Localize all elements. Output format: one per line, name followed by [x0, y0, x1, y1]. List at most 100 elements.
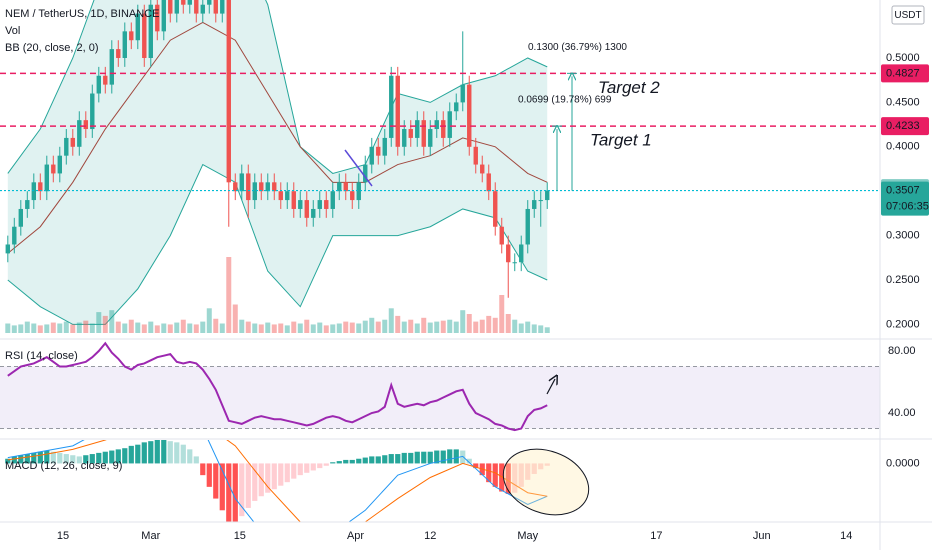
price-pane [5, 0, 550, 333]
macd-histogram-bar [388, 454, 394, 464]
candle-body [298, 200, 303, 209]
volume-bar [174, 322, 180, 333]
volume-bar [239, 319, 245, 333]
candle-body [285, 191, 290, 201]
volume-bar [460, 310, 466, 333]
volume-bar [193, 324, 199, 333]
candle-body [441, 120, 446, 138]
volume-bar [512, 319, 518, 333]
y-tick-label: 0.5000 [886, 52, 920, 64]
volume-bar [408, 319, 414, 333]
candle-body [506, 244, 511, 263]
volume-bar [37, 325, 43, 333]
macd-histogram-bar [102, 451, 108, 464]
volume-bar [11, 325, 17, 333]
candle-body [265, 182, 270, 192]
macd-histogram-bar [330, 462, 336, 464]
macd-histogram-bar [434, 450, 440, 464]
candle-body [155, 4, 160, 32]
macd-histogram-bar [135, 444, 141, 464]
volume-bar [401, 321, 407, 333]
candle-body [5, 244, 10, 254]
candle-body [142, 13, 147, 58]
y-tick-label: 0.4000 [886, 141, 920, 153]
x-tick-label: 12 [424, 530, 436, 542]
macd-histogram-bar [408, 452, 414, 464]
macd-histogram-bar [369, 456, 375, 464]
volume-bar [109, 310, 115, 333]
volume-bar [434, 321, 440, 333]
volume-bar [226, 257, 232, 333]
volume-bar [63, 321, 69, 333]
volume-legend: Vol [5, 25, 20, 37]
currency-box[interactable] [891, 5, 925, 25]
candle-body [363, 164, 368, 183]
y-tick-label: 0.2000 [886, 318, 920, 330]
candle-body [220, 0, 225, 14]
macd-histogram-bar [427, 451, 433, 464]
x-tick-label: 17 [650, 530, 662, 542]
macd-histogram-bar [148, 441, 154, 464]
macd-histogram-bar [232, 463, 238, 522]
candle-body [311, 208, 316, 218]
macd-histogram-bar [83, 455, 89, 464]
macd-histogram-bar [356, 458, 362, 464]
candle-body [226, 0, 231, 183]
volume-bar [122, 323, 128, 333]
volume-bar [89, 323, 95, 333]
candle-body [350, 191, 355, 201]
candle-body [317, 200, 322, 209]
volume-bar [200, 321, 206, 333]
volume-bar [76, 322, 82, 333]
candle-body [408, 129, 413, 138]
volume-bar [265, 322, 271, 333]
volume-bar [382, 319, 388, 333]
volume-bar [466, 314, 472, 333]
volume-bar [148, 321, 154, 333]
candle-body [12, 226, 17, 245]
y-tick-label: 0.4500 [886, 96, 920, 108]
macd-histogram-bar [5, 458, 11, 464]
candle-body [246, 173, 251, 201]
candle-body [259, 182, 264, 192]
candle-body [25, 200, 30, 209]
volume-bar [18, 324, 24, 333]
macd-histogram-bar [284, 463, 290, 483]
volume-bar [531, 324, 537, 333]
macd-histogram-bar [252, 463, 258, 501]
target-price-label: 0.4827 [886, 67, 920, 79]
candle-body [148, 4, 153, 58]
candle-body [90, 93, 95, 130]
macd-histogram-bar [193, 456, 199, 464]
candle-body [291, 191, 296, 209]
candle-body [480, 164, 485, 174]
macd-histogram-bar [531, 463, 537, 474]
volume-bar [395, 315, 401, 333]
macd-histogram-bar [291, 463, 297, 479]
candle-body [532, 200, 537, 209]
x-tick-label: May [517, 530, 538, 542]
measure-text: 0.0699 (19.78%) 699 [518, 95, 612, 106]
candle-body [96, 75, 101, 94]
volume-bar [83, 320, 89, 333]
trend-line [344, 149, 373, 187]
candle-body [454, 102, 459, 112]
volume-bar [473, 321, 479, 333]
volume-bar [310, 324, 316, 333]
volume-bar [167, 324, 173, 333]
y-tick-label: 80.00 [888, 345, 916, 357]
measure-text: 0.1300 (36.79%) 1300 [528, 42, 627, 53]
macd-histogram-bar [167, 441, 173, 464]
candle-body [538, 200, 543, 202]
candle-body [356, 182, 361, 201]
candle-body [389, 75, 394, 138]
macd-histogram-bar [18, 455, 24, 464]
volume-bar [252, 323, 258, 333]
volume-bar [180, 319, 186, 333]
volume-bar [499, 295, 505, 333]
last-price-box [881, 181, 929, 216]
macd-pane [5, 440, 550, 522]
volume-bar [343, 321, 349, 333]
macd-histogram-bar [336, 461, 342, 464]
volume-bar [518, 323, 524, 333]
